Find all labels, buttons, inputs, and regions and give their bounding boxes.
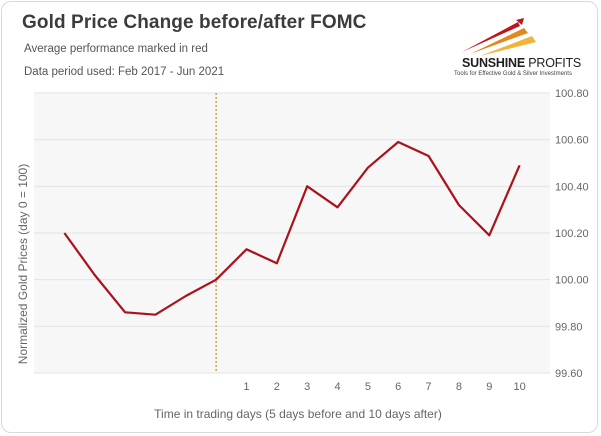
y-tick-label: 100.20 <box>555 228 589 240</box>
logo-brand-text: SUNSHINE PROFITS <box>462 56 582 70</box>
x-axis-label: Time in trading days (5 days before and … <box>154 407 442 421</box>
data-period-note: Data period used: Feb 2017 - Jun 2021 <box>24 66 225 78</box>
x-tick-label: 7 <box>426 381 432 393</box>
y-tick-label: 100.40 <box>555 181 589 193</box>
y-tick-label: 100.60 <box>555 135 589 147</box>
y-tick-label: 99.60 <box>555 368 583 380</box>
logo-swoosh-icon <box>462 18 536 56</box>
series-line <box>63 140 521 316</box>
chart-title: Gold Price Change before/after FOMC <box>22 12 367 33</box>
y-tick-label: 100.80 <box>555 88 589 100</box>
x-tick-label: 10 <box>514 381 526 393</box>
x-tick-label: 9 <box>486 381 492 393</box>
x-tick-label: 8 <box>456 381 462 393</box>
x-tick-labels: 1 2 3 4 5 6 7 8 9 10 <box>243 381 525 393</box>
chart-subtitle: Average performance marked in red <box>24 43 208 55</box>
y-tick-label: 99.80 <box>555 321 583 333</box>
sunshine-profits-logo: SUNSHINE PROFITS Tools for Effective Gol… <box>440 16 590 82</box>
x-tick-label: 4 <box>334 381 340 393</box>
y-tick-labels: 100.80 100.60 100.40 100.20 100.00 99.80 99.60 <box>555 88 589 380</box>
x-tick-label: 2 <box>274 381 280 393</box>
gridlines <box>34 92 550 374</box>
y-axis-label: Normalized Gold Prices (day 0 = 100) <box>16 164 30 364</box>
logo-tagline: Tools for Effective Gold & Silver Invest… <box>454 71 572 77</box>
x-tick-label: 1 <box>243 381 249 393</box>
x-tick-label: 6 <box>395 381 401 393</box>
x-tick-label: 3 <box>304 381 310 393</box>
y-tick-label: 100.00 <box>555 275 589 287</box>
x-tick-label: 5 <box>365 381 371 393</box>
